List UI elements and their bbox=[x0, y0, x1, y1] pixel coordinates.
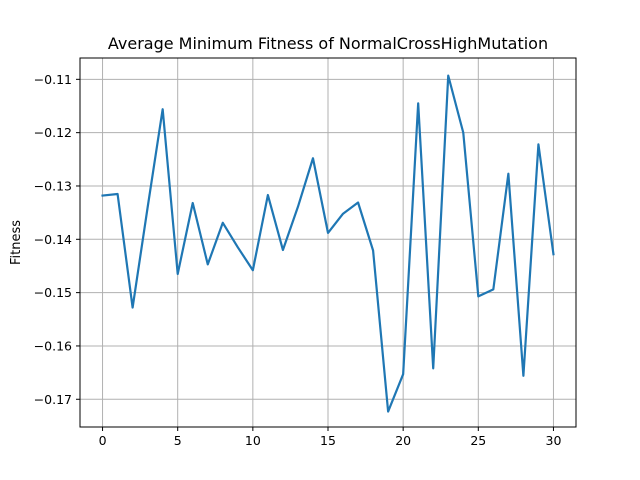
x-tick-label: 15 bbox=[320, 433, 336, 448]
x-tick-label: 25 bbox=[470, 433, 486, 448]
y-axis-label: Fitness bbox=[9, 220, 24, 265]
x-tick-label: 30 bbox=[546, 433, 562, 448]
series-layer bbox=[101, 74, 555, 413]
x-tick-label: 5 bbox=[174, 433, 182, 448]
y-tick-label: −0.16 bbox=[34, 338, 72, 353]
y-tick-label: −0.15 bbox=[34, 285, 72, 300]
x-tick-label: 0 bbox=[99, 433, 107, 448]
chart-title: Average Minimum Fitness of NormalCrossHi… bbox=[108, 34, 548, 53]
axis-ticks: 0 5 10 15 20 25 30 −0.17 −0.16 −0.15 −0.14 −0.13 −0.… bbox=[34, 72, 562, 448]
y-tick-label: −0.12 bbox=[34, 125, 72, 140]
x-tick-label: 10 bbox=[245, 433, 261, 448]
grid bbox=[80, 58, 576, 427]
y-tick-label: −0.17 bbox=[34, 392, 72, 407]
y-tick-label: −0.14 bbox=[34, 232, 72, 247]
fitness-series-line bbox=[101, 74, 555, 413]
x-tick-label: 20 bbox=[395, 433, 411, 448]
y-tick-label: −0.13 bbox=[34, 178, 72, 193]
y-tick-label: −0.11 bbox=[34, 72, 72, 87]
